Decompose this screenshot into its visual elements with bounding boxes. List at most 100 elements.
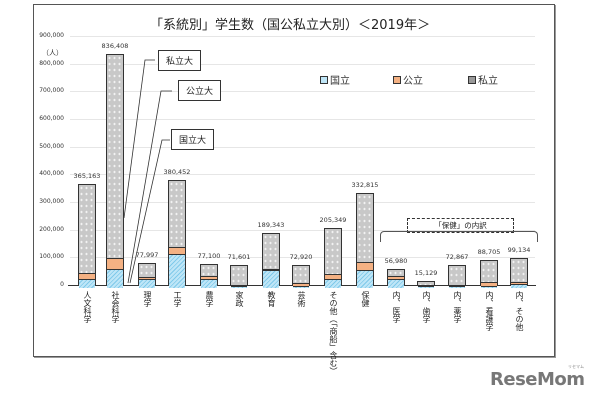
bar-value-label: 99,134 xyxy=(507,245,531,254)
x-category-label: 人文科学 xyxy=(83,291,92,323)
x-category-label: 教育 xyxy=(267,291,276,307)
bar xyxy=(417,280,435,288)
bar-segment-私立 xyxy=(231,266,247,285)
bar-segment-私立 xyxy=(263,233,279,269)
x-category-label: 内、薬学 xyxy=(453,291,462,323)
bar-segment-私立 xyxy=(201,264,217,277)
y-tick-label: 700,000 xyxy=(39,87,64,95)
bar-segment-公立 xyxy=(139,276,155,279)
bar-segment-公立 xyxy=(169,247,185,254)
legend-national: 国立 xyxy=(320,72,350,87)
bar xyxy=(200,263,218,288)
bar-value-label: 77,997 xyxy=(135,251,159,260)
x-category-label: 家政 xyxy=(235,291,244,307)
legend-swatch-private xyxy=(468,75,476,84)
resemom-logo-kana: リセマム xyxy=(568,364,584,369)
bar-segment-公立 xyxy=(481,281,497,287)
x-category-label: 工学 xyxy=(173,291,182,307)
x-category-label: その他（「商船」含む） xyxy=(329,291,338,375)
bar-segment-公立 xyxy=(449,284,465,287)
bar-value-label: 88,705 xyxy=(477,248,501,257)
x-category-label: 内、看護学 xyxy=(485,291,494,331)
bar-segment-公立 xyxy=(325,274,341,279)
bar-segment-国立 xyxy=(79,278,95,288)
bar xyxy=(510,257,528,288)
y-tick-label: 100,000 xyxy=(39,253,64,261)
bar-value-label: 77,100 xyxy=(197,251,221,260)
bar-segment-国立 xyxy=(263,270,279,288)
gridline xyxy=(70,36,535,37)
gridline xyxy=(70,146,535,148)
x-category-label: 保健 xyxy=(361,291,370,307)
x-category-label: 内、医学 xyxy=(392,291,401,323)
bar xyxy=(78,183,96,288)
bar-segment-私立 xyxy=(79,184,95,273)
callout-national: 国立大 xyxy=(171,129,215,150)
hoken-breakdown-bracket xyxy=(380,231,538,242)
bar-segment-国立 xyxy=(293,285,309,288)
legend-private: 私立 xyxy=(468,72,498,87)
x-category-label: 芸術 xyxy=(297,291,306,307)
chart-title: 「系統別」学生数（国公私立大別）＜2019年＞ xyxy=(150,18,431,33)
y-tick-label: 500,000 xyxy=(39,142,64,150)
bar xyxy=(324,228,342,288)
bar-segment-国立 xyxy=(388,278,404,288)
legend-public: 公立 xyxy=(393,72,423,87)
legend-swatch-public xyxy=(393,75,401,84)
bar-segment-国立 xyxy=(511,284,527,288)
bar xyxy=(168,179,186,288)
bar xyxy=(292,264,310,288)
y-tick-label: 300,000 xyxy=(39,198,64,205)
x-category-label: 社会科学 xyxy=(111,291,120,323)
bar-segment-公立 xyxy=(388,276,404,279)
bar-segment-公立 xyxy=(201,276,217,279)
y-tick-label: 800,000 xyxy=(39,59,64,67)
bar-segment-国立 xyxy=(169,253,185,288)
bar xyxy=(230,265,248,288)
x-category-label: 内、その他 xyxy=(515,291,524,331)
y-tick-label: 900,000 xyxy=(39,32,64,39)
x-category-label: 内、歯学 xyxy=(422,291,431,323)
bar-segment-国立 xyxy=(481,286,497,288)
bar-segment-私立 xyxy=(357,193,373,263)
bar-segment-公立 xyxy=(357,262,373,271)
bar-segment-公立 xyxy=(263,268,279,271)
gridline xyxy=(70,174,535,176)
legend-swatch-national xyxy=(320,75,328,84)
bar-segment-公立 xyxy=(293,283,309,286)
x-category-label: 農学 xyxy=(205,291,214,307)
bar-value-label: 365,163 xyxy=(73,171,101,180)
bar-segment-私立 xyxy=(139,264,155,277)
bar-value-label: 836,408 xyxy=(101,41,129,50)
x-category-label: 理学 xyxy=(143,291,152,307)
gridline xyxy=(70,229,535,231)
bar-segment-国立 xyxy=(139,278,155,288)
bar-value-label: 72,920 xyxy=(289,252,313,261)
bar-value-label: 332,815 xyxy=(351,180,379,189)
gridline xyxy=(70,91,535,93)
gridline xyxy=(70,63,535,65)
bar-value-label: 380,452 xyxy=(163,167,191,176)
bar-segment-公立 xyxy=(418,285,434,287)
y-tick-label: 400,000 xyxy=(39,170,64,178)
bar-value-label: 15,129 xyxy=(414,268,438,277)
bar-segment-私立 xyxy=(511,258,527,283)
bar-segment-私立 xyxy=(418,281,434,286)
bar-value-label: 56,980 xyxy=(384,257,408,266)
bar xyxy=(356,192,374,288)
bar-segment-公立 xyxy=(79,272,95,279)
callout-public: 公立大 xyxy=(178,80,222,101)
bar-segment-私立 xyxy=(107,54,123,258)
bar-segment-公立 xyxy=(511,282,527,285)
bar-value-label: 189,343 xyxy=(257,220,285,229)
gridline xyxy=(70,202,535,203)
bar-segment-私立 xyxy=(293,265,309,284)
bar-segment-私立 xyxy=(481,261,497,282)
bar-segment-私立 xyxy=(388,270,404,277)
gridline xyxy=(70,119,535,120)
resemom-logo: ReseMom xyxy=(490,369,585,390)
bar-segment-私立 xyxy=(449,265,465,285)
callout-private: 私立大 xyxy=(158,50,202,71)
bar xyxy=(448,264,466,288)
